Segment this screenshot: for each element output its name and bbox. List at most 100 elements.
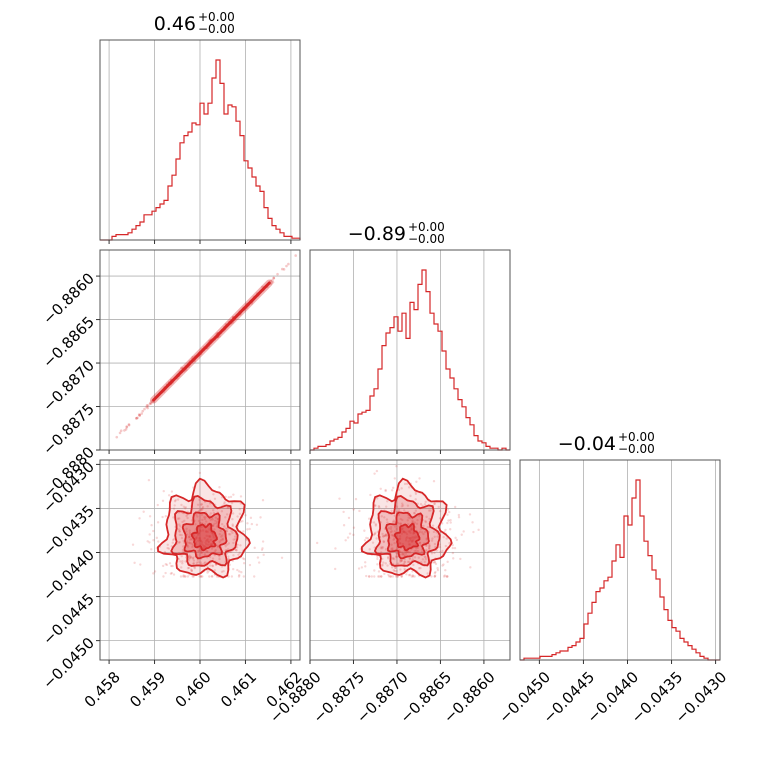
sample-point [225, 529, 229, 533]
sample-point [248, 527, 251, 531]
sample-point [438, 509, 442, 513]
sample-point [384, 488, 387, 492]
sample-point [445, 537, 448, 540]
sample-point [248, 563, 252, 567]
sample-point [401, 527, 404, 530]
sample-point [410, 527, 413, 531]
sample-point [261, 547, 264, 550]
sample-point [402, 552, 406, 555]
sample-point [399, 522, 402, 526]
sample-point [384, 489, 387, 493]
sample-point [416, 546, 419, 550]
sample-point [397, 521, 400, 525]
sample-point [161, 499, 165, 502]
sample-point [243, 557, 246, 561]
sample-point [374, 523, 378, 526]
sample-point [425, 537, 428, 540]
sample-point [208, 575, 211, 578]
sample-point [408, 543, 412, 546]
sample-point [190, 569, 193, 572]
sample-point [399, 517, 402, 521]
sample-point [210, 575, 213, 578]
sample-point [403, 561, 406, 564]
sample-point [384, 533, 388, 536]
sample-point [404, 552, 408, 555]
sample-point [374, 504, 377, 507]
sample-point [394, 566, 397, 570]
sample-point [146, 404, 150, 407]
sample-point [469, 566, 472, 569]
sample-point [436, 567, 439, 570]
sample-point [192, 559, 196, 562]
sample-point [206, 538, 210, 541]
sample-point [233, 535, 237, 538]
sample-point [238, 570, 241, 573]
sample-point [472, 530, 475, 534]
sample-point [364, 561, 367, 564]
sample-point [315, 541, 319, 545]
sample-point [199, 561, 203, 564]
sample-point [236, 568, 239, 572]
sample-point [215, 525, 219, 528]
sample-point [192, 561, 195, 565]
panel-frame [309, 249, 511, 451]
sample-point [203, 545, 206, 548]
sample-point [280, 267, 284, 271]
sample-point [430, 575, 433, 578]
sample-point [241, 557, 245, 560]
sample-point [197, 561, 200, 564]
sample-point [170, 571, 174, 575]
sample-point [379, 547, 383, 550]
sample-point [200, 503, 203, 507]
sample-point [411, 574, 415, 577]
sample-point [173, 500, 177, 503]
sample-point [434, 562, 438, 566]
sample-point [209, 518, 212, 522]
sample-point [123, 429, 126, 432]
panel-frame [519, 459, 721, 661]
sample-point [391, 547, 394, 550]
sample-point [407, 486, 411, 489]
sample-point [168, 562, 172, 565]
sample-point [381, 564, 384, 567]
sample-point [191, 545, 194, 549]
sample-point [178, 528, 181, 531]
sample-point [442, 575, 446, 578]
sample-point [369, 493, 372, 497]
sample-point [261, 540, 265, 543]
sample-point [447, 519, 450, 522]
sample-point [276, 272, 279, 276]
sample-point [413, 575, 416, 578]
sample-point [419, 528, 423, 531]
sample-point [206, 550, 209, 553]
sample-point [446, 560, 449, 564]
sample-point [207, 535, 210, 538]
sample-point [403, 567, 406, 571]
sample-point [477, 528, 480, 532]
sample-point [189, 555, 193, 559]
sample-point [434, 570, 437, 574]
sample-point [410, 575, 413, 578]
sample-point [182, 545, 185, 548]
sample-point [173, 504, 176, 507]
param-title: −0.04 +0.00−0.00 [558, 430, 655, 456]
sample-point [221, 537, 224, 541]
sample-point [342, 510, 345, 514]
sample-point [164, 571, 167, 575]
sample-point [127, 423, 131, 427]
sample-point [181, 562, 184, 565]
sample-point [227, 557, 230, 561]
sample-point [183, 575, 186, 578]
sample-point [426, 526, 429, 529]
sample-point [269, 279, 273, 283]
sample-point [424, 557, 427, 561]
sample-point [416, 518, 419, 522]
sample-point [206, 530, 209, 534]
sample-point [199, 575, 202, 578]
sample-point [201, 505, 205, 509]
sample-point [392, 538, 395, 541]
sample-point [371, 541, 375, 544]
sample-point [249, 516, 253, 520]
sample-point [195, 561, 199, 564]
sample-point [227, 542, 231, 545]
